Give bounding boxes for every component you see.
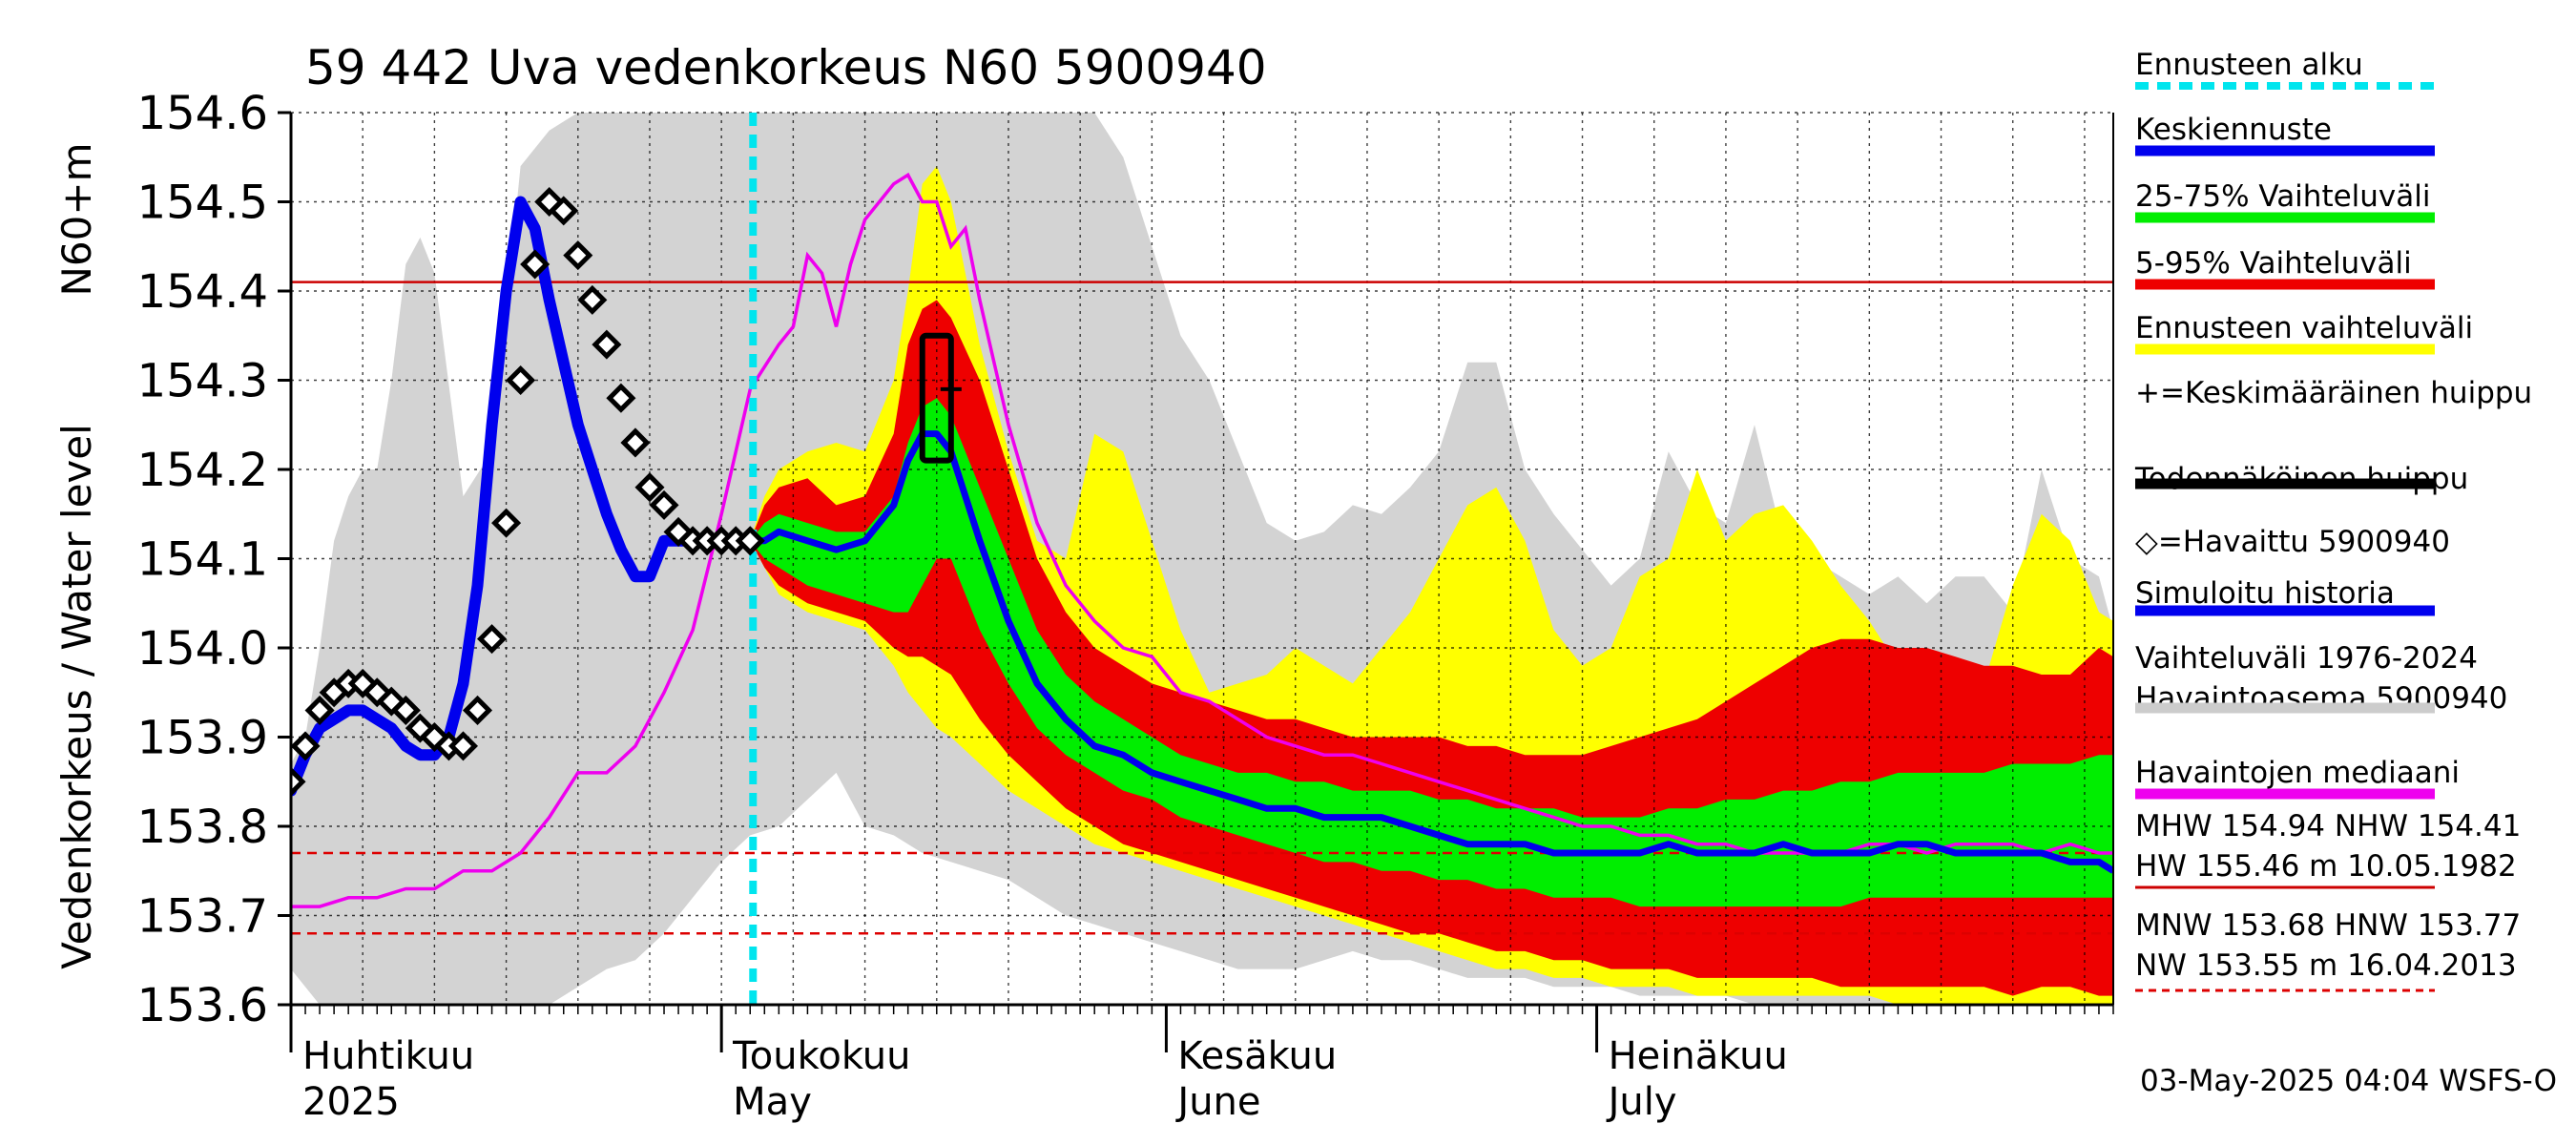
legend-label: Ennusteen alku: [2135, 48, 2363, 82]
observed-point: [520, 249, 551, 280]
legend-label: Vaihteluväli 1976-2024: [2135, 641, 2478, 676]
legend-label: NW 153.55 m 16.04.2013: [2135, 948, 2517, 983]
observed-point: [620, 427, 651, 458]
observed-point: [390, 695, 421, 725]
observed-point: [592, 329, 622, 360]
legend-label: Keskiennuste: [2135, 113, 2332, 147]
y-tick-label: 154.2: [137, 444, 268, 497]
y-tick-label: 154.5: [137, 177, 268, 230]
observed-point: [491, 508, 522, 538]
y-tick-label: 153.6: [137, 979, 268, 1032]
observed-point: [735, 526, 765, 556]
legend-label: MNW 153.68 HNW 153.77: [2135, 908, 2521, 943]
y-tick-label: 154.6: [137, 87, 268, 140]
observed-point: [291, 731, 321, 761]
chart-title: 59 442 Uva vedenkorkeus N60 5900940: [305, 40, 1267, 95]
observed-point: [634, 472, 665, 503]
observed-point: [549, 196, 579, 226]
x-month-label: Toukokuu: [732, 1034, 910, 1078]
x-month-label: Kesäkuu: [1177, 1034, 1337, 1078]
mean-forecast-line: [750, 430, 2113, 874]
y-tick-label: 153.9: [137, 712, 268, 765]
y-tick-label: 154.1: [137, 533, 268, 587]
y-tick-label: 154.4: [137, 265, 268, 319]
observed-point: [447, 731, 479, 761]
observed-median-line: [291, 172, 2113, 908]
legend-label: Simuloitu historia: [2135, 576, 2395, 611]
series-lines: [291, 113, 2113, 1005]
legend-label: HW 155.46 m 10.05.1982: [2135, 849, 2517, 884]
y-tick-label: 153.7: [137, 890, 268, 944]
observed-point: [649, 489, 679, 520]
observed-point: [606, 383, 636, 413]
y-axis-unit-label: N60+m: [53, 143, 100, 297]
legend-label: Havaintojen mediaani: [2135, 756, 2460, 790]
legend: Ennusteen alku Keskiennuste 25-75% Vaihtel…: [2134, 48, 2532, 992]
observed-point: [304, 695, 335, 725]
observed-point: [462, 695, 493, 725]
observed-point: [291, 766, 306, 797]
x-month-sublabel: 2025: [302, 1080, 400, 1124]
legend-label: 5-95% Vaihteluväli: [2135, 246, 2412, 281]
observed-point: [577, 284, 608, 315]
y-tick-label: 154.0: [137, 622, 268, 676]
observed-point: [477, 624, 508, 655]
mean-peak-marker: [940, 378, 962, 400]
legend-label: ◇=Havaittu 5900940: [2135, 525, 2450, 559]
y-axis-label: Vedenkorkeus / Water level: [53, 424, 100, 969]
legend-label: 25-75% Vaihteluväli: [2135, 179, 2431, 214]
x-month-sublabel: May: [733, 1080, 812, 1124]
legend-label: MHW 154.94 NHW 154.41: [2135, 809, 2521, 843]
axes: 153.6 153.7 153.8 153.9 154.0 154.1 154.2 154.3…: [137, 87, 2114, 1124]
grid: [290, 112, 2113, 1006]
y-tick-label: 153.8: [137, 801, 268, 854]
legend-label: Ennusteen vaihteluväli: [2135, 311, 2473, 345]
x-month-sublabel: July: [1606, 1080, 1677, 1124]
x-month-sublabel: June: [1174, 1080, 1260, 1124]
x-month-label: Heinäkuu: [1609, 1034, 1788, 1078]
y-tick-label: 154.3: [137, 355, 268, 408]
footer-timestamp: 03-May-2025 04:04 WSFS-O: [2140, 1064, 2557, 1098]
x-month-label: Huhtikuu: [302, 1034, 474, 1078]
legend-label: +=Keskimääräinen huippu: [2135, 376, 2532, 410]
observed-point: [563, 240, 593, 271]
observed-point: [506, 364, 536, 396]
